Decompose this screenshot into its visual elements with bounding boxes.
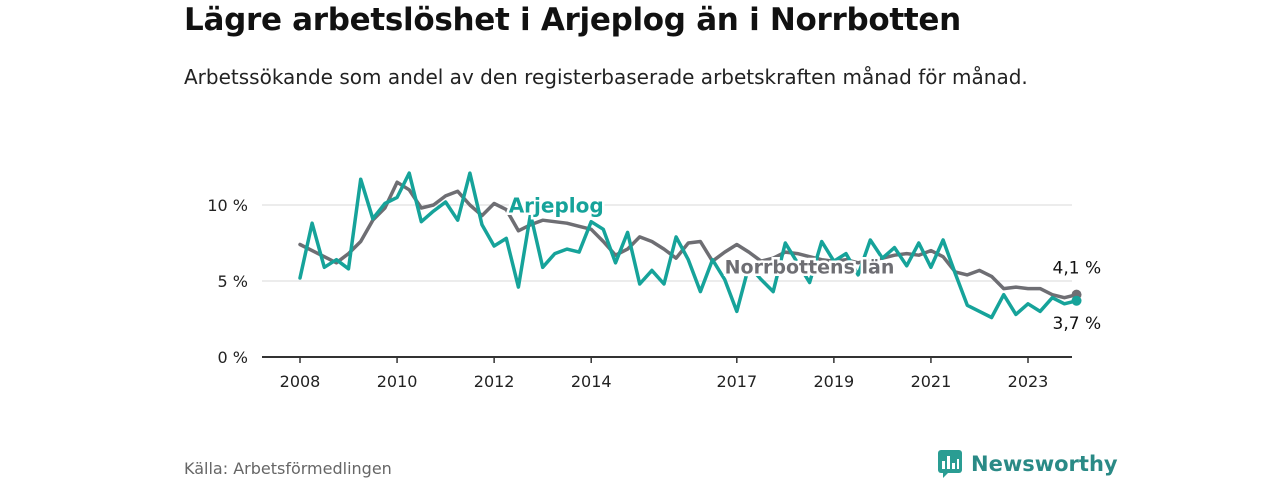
- newsworthy-logo-icon: [938, 450, 962, 478]
- x-tick-label: 2010: [377, 372, 418, 391]
- end-point-arjeplog: [1071, 295, 1082, 306]
- y-tick-label: 0 %: [218, 348, 248, 367]
- x-tick-label: 2014: [571, 372, 612, 391]
- chart-title: Lägre arbetslöshet i Arjeplog än i Norrb…: [184, 2, 961, 38]
- series-label-arjeplog: Arjeplog: [509, 194, 604, 218]
- gridlines: [262, 204, 1072, 358]
- line-chart: 0 %5 %10 % 2008 2010 2012 2014 2017 2019 2021 2…: [207, 171, 1103, 391]
- end-label-arjeplog: 3,7 %: [1053, 314, 1102, 334]
- newsworthy-brand[interactable]: Newsworthy: [937, 449, 1118, 479]
- x-tick-label: 2012: [474, 372, 515, 391]
- x-tick-label: 2023: [1008, 372, 1049, 391]
- x-tick-label: 2021: [911, 372, 952, 391]
- brand-name: Newsworthy: [971, 452, 1118, 476]
- series-line-arjeplog: [298, 171, 1079, 320]
- source-credit: Källa: Arbetsförmedlingen: [184, 459, 392, 478]
- y-tick-label: 10 %: [207, 196, 248, 215]
- series-label-norrbotten: Norrbottens län: [725, 256, 895, 278]
- end-label-norrbotten: 4,1 %: [1053, 259, 1102, 279]
- series-lines: [298, 171, 1082, 320]
- x-axis-ticks: 2008 2010 2012 2014 2017 2019 2021 2023: [280, 357, 1049, 391]
- series-line-norrbottens-län: [298, 180, 1079, 300]
- x-tick-label: 2017: [716, 372, 757, 391]
- x-tick-label: 2008: [280, 372, 321, 391]
- x-tick-label: 2019: [814, 372, 855, 391]
- y-axis-ticks: 0 % 5 % 10 %: [207, 196, 248, 367]
- chart-subtitle: Arbetssökande som andel av den registerb…: [184, 65, 1028, 89]
- y-tick-label: 5 %: [218, 272, 248, 291]
- series-labels: 4,1 % 3,7 % Arjeplog Norrbottens län: [506, 191, 1103, 336]
